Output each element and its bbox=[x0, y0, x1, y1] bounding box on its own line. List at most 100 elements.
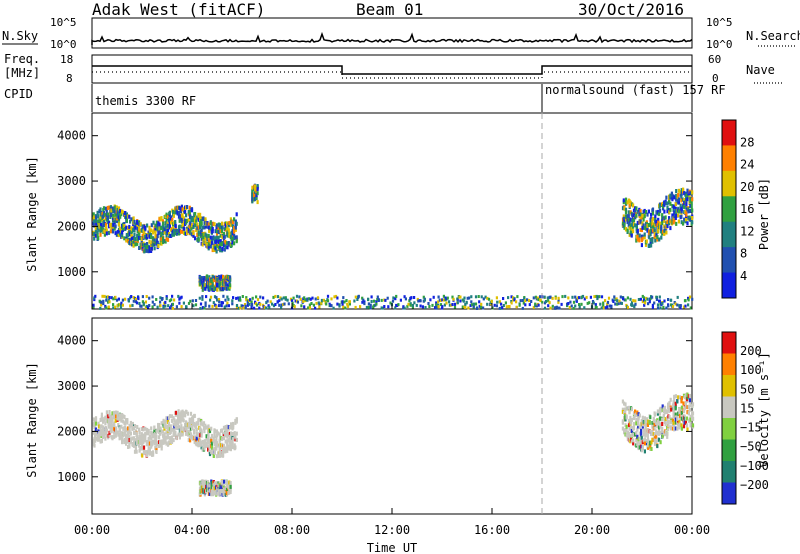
echo-cell bbox=[228, 232, 231, 236]
echo-cell bbox=[181, 218, 184, 223]
echo-cell bbox=[139, 304, 142, 308]
echo-cell bbox=[112, 209, 115, 214]
echo-cell bbox=[653, 434, 657, 439]
echo-cell bbox=[668, 221, 671, 226]
y-tick-label: 2000 bbox=[57, 219, 86, 233]
echo-cell bbox=[459, 295, 462, 299]
echo-cell bbox=[666, 410, 669, 414]
echo-cell bbox=[687, 209, 690, 214]
echo-cell bbox=[173, 432, 176, 437]
echo-cell bbox=[643, 437, 646, 442]
echo-cell bbox=[104, 431, 107, 435]
echo-cell bbox=[168, 414, 172, 419]
echo-cell bbox=[686, 405, 689, 410]
echo-cell bbox=[220, 229, 224, 233]
echo-cell bbox=[146, 427, 149, 432]
echo-cell bbox=[171, 232, 174, 237]
echo-cell bbox=[652, 416, 655, 421]
echo-cell bbox=[208, 229, 211, 234]
echo-cell bbox=[213, 482, 216, 487]
echo-cell bbox=[96, 432, 99, 437]
echo-cell bbox=[537, 303, 540, 307]
echo-cell bbox=[229, 425, 232, 430]
echo-cell bbox=[634, 302, 637, 306]
echo-cell bbox=[154, 445, 157, 450]
echo-cell bbox=[110, 414, 113, 419]
echo-cell bbox=[187, 227, 190, 232]
echo-cell bbox=[569, 300, 572, 304]
echo-cell bbox=[632, 422, 636, 426]
echo-cell bbox=[689, 197, 692, 201]
echo-cell bbox=[202, 225, 205, 230]
echo-cell bbox=[178, 215, 181, 220]
echo-cell bbox=[643, 441, 646, 446]
echo-cell bbox=[156, 305, 159, 309]
echo-cell bbox=[210, 448, 214, 453]
colorbar-tick-label: 200 bbox=[740, 344, 762, 358]
echo-cell bbox=[187, 438, 190, 442]
echo-cell bbox=[105, 295, 108, 299]
station-title: Adak West (fitACF) bbox=[92, 0, 265, 19]
echo-cell bbox=[429, 298, 432, 302]
echo-cell bbox=[191, 419, 195, 424]
echo-cell bbox=[186, 228, 189, 233]
echo-cell bbox=[150, 436, 153, 441]
echo-cell bbox=[215, 435, 218, 440]
echo-cell bbox=[181, 432, 184, 437]
echo-cell bbox=[677, 188, 680, 193]
echo-cell bbox=[670, 303, 673, 307]
echo-cell bbox=[190, 218, 193, 223]
echo-cell bbox=[674, 420, 677, 425]
echo-cell bbox=[589, 295, 592, 299]
echo-cell bbox=[150, 440, 153, 445]
echo-cell bbox=[223, 479, 226, 484]
echo-cell bbox=[657, 209, 660, 214]
echo-cell bbox=[128, 214, 131, 219]
echo-cell bbox=[381, 306, 384, 310]
echo-cell bbox=[164, 425, 167, 429]
echo-cell bbox=[104, 421, 107, 426]
echo-cell bbox=[134, 444, 137, 449]
echo-cell bbox=[256, 298, 260, 302]
echo-cell bbox=[113, 430, 116, 435]
echo-cell bbox=[637, 412, 640, 417]
echo-cell bbox=[658, 431, 661, 436]
y-tick-label: 1000 bbox=[57, 265, 86, 279]
echo-cell bbox=[658, 437, 661, 442]
echo-cell bbox=[348, 300, 351, 304]
echo-cell bbox=[537, 298, 540, 302]
echo-cell bbox=[636, 209, 639, 214]
echo-cell bbox=[144, 450, 147, 455]
echo-cell bbox=[232, 437, 235, 442]
echo-cell bbox=[117, 432, 120, 437]
echo-cell bbox=[134, 225, 137, 230]
nsearch-tick-bottom: 10^0 bbox=[706, 38, 733, 51]
echo-cell bbox=[343, 300, 346, 304]
echo-cell bbox=[673, 195, 676, 200]
echo-cell bbox=[133, 443, 136, 448]
echo-cell bbox=[108, 300, 111, 304]
echo-cell bbox=[235, 419, 238, 424]
echo-cell bbox=[226, 439, 229, 444]
echo-cell bbox=[103, 427, 106, 432]
y-tick-label: 3000 bbox=[57, 174, 86, 188]
echo-cell bbox=[666, 432, 669, 436]
echo-cell bbox=[685, 423, 689, 428]
echo-cell bbox=[636, 410, 639, 415]
echo-cell bbox=[223, 491, 226, 496]
echo-cell bbox=[604, 299, 607, 303]
echo-cell bbox=[646, 423, 649, 427]
echo-cell bbox=[177, 211, 181, 215]
freq-trace bbox=[92, 65, 692, 75]
echo-cell bbox=[171, 294, 174, 298]
echo-cell bbox=[240, 304, 243, 308]
echo-cell bbox=[451, 303, 454, 306]
echo-cell bbox=[199, 280, 202, 285]
echo-cell bbox=[189, 214, 192, 219]
echo-cell bbox=[622, 216, 625, 221]
echo-cell bbox=[648, 244, 651, 248]
echo-cell bbox=[664, 430, 667, 435]
echo-cell bbox=[228, 434, 231, 439]
echo-cell bbox=[638, 413, 641, 418]
echo-cell bbox=[105, 428, 108, 433]
